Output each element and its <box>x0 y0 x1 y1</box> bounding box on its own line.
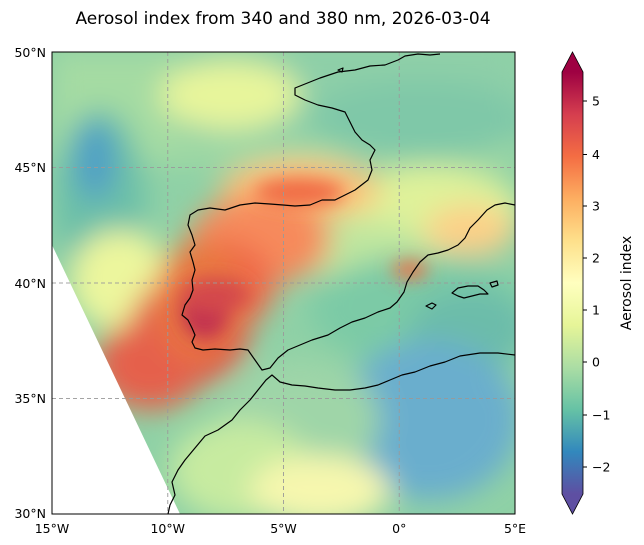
lat-tick-label: 50°N <box>14 45 46 60</box>
map-panel <box>52 52 515 514</box>
coastline-menorca <box>489 280 499 288</box>
aerosol-field <box>52 52 515 514</box>
lon-tick-label: 0° <box>392 521 406 536</box>
colorbar-extend-top <box>562 52 583 72</box>
colorbar-tick-label: 3 <box>592 199 600 214</box>
coastline-mallorca <box>451 285 489 299</box>
colorbar-tick-label: −1 <box>592 408 610 423</box>
coastline-iberia-france <box>181 53 515 371</box>
chart-title: Aerosol index from 340 and 380 nm, 2026-… <box>75 9 490 29</box>
colorbar-extend-bottom <box>562 494 583 514</box>
colorbar-outline <box>561 51 584 515</box>
lat-tick-label: 45°N <box>14 160 46 175</box>
colorbar-body <box>562 72 583 494</box>
colorbar-tick-label: 1 <box>592 303 600 318</box>
coastline-ibiza <box>425 302 437 310</box>
lat-tick-label: 35°N <box>14 391 46 406</box>
latitude-tick-labels: 50°N 45°N 40°N 35°N 30°N <box>14 45 46 521</box>
colorbar-tick-label: 2 <box>592 251 600 266</box>
colorbar: 5 4 3 2 1 0 −1 −2 Aerosol index <box>561 51 635 515</box>
gridlines <box>52 52 515 514</box>
plume-core <box>180 178 428 340</box>
colorbar-ticks <box>583 100 587 468</box>
colorbar-tick-label: 5 <box>592 94 600 109</box>
lon-tick-label: 5°E <box>504 521 526 536</box>
colorbar-tick-label: 4 <box>592 147 600 162</box>
coastline-channel-island <box>337 67 344 73</box>
lon-tick-label: 5°W <box>270 521 297 536</box>
lon-tick-label: 15°W <box>35 521 70 536</box>
colorbar-label: Aerosol index <box>619 236 635 330</box>
longitude-tick-labels: 15°W 10°W 5°W 0° 5°E <box>35 521 526 536</box>
map-frame <box>51 51 516 515</box>
colorbar-tick-label: 0 <box>592 355 600 370</box>
coastline-north-africa <box>167 352 515 514</box>
coastlines <box>167 53 515 514</box>
lat-tick-label: 40°N <box>14 276 46 291</box>
lon-tick-label: 10°W <box>150 521 185 536</box>
swath-gap <box>52 245 180 514</box>
lat-tick-label: 30°N <box>14 506 46 521</box>
colorbar-tick-labels: 5 4 3 2 1 0 −1 −2 <box>592 94 610 475</box>
colorbar-tick-label: −2 <box>592 460 610 475</box>
